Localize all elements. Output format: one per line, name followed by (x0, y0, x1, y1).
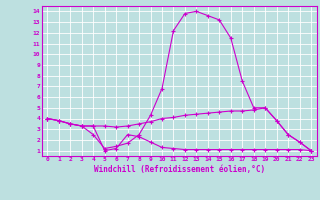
X-axis label: Windchill (Refroidissement éolien,°C): Windchill (Refroidissement éolien,°C) (94, 165, 265, 174)
